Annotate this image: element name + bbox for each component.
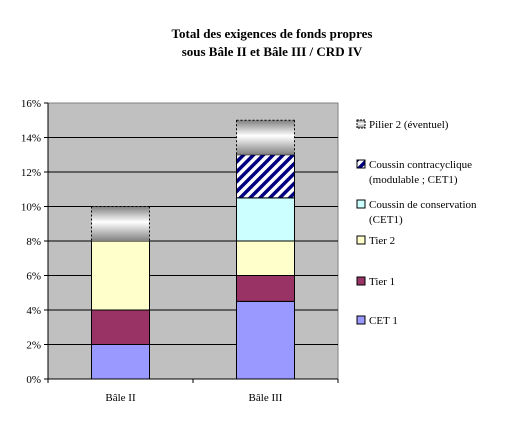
bar-segment xyxy=(91,309,150,345)
legend-label: CET 1 xyxy=(369,315,398,327)
legend-swatch xyxy=(356,159,366,169)
chart-subtitle: sous Bâle II et Bâle III / CRD IV xyxy=(182,44,363,59)
y-tick-label: 14% xyxy=(21,133,41,145)
legend-label: Pilier 2 (éventuel) xyxy=(369,119,449,131)
y-tick-label: 8% xyxy=(26,236,41,248)
y-tick-label: 12% xyxy=(21,167,41,179)
bar-segment xyxy=(236,197,295,242)
y-tick-label: 4% xyxy=(26,305,41,317)
legend-label: Tier 2 xyxy=(369,235,395,247)
legend-swatch xyxy=(356,276,366,286)
x-tick-label: Bâle III xyxy=(249,392,283,404)
legend-label: Coussin de conservation xyxy=(369,199,477,211)
legend-label: (modulable ; CET1) xyxy=(369,174,458,186)
bar-segment xyxy=(236,240,295,276)
bar-segment xyxy=(91,344,150,380)
legend-swatch xyxy=(356,119,366,129)
x-axis-labels: Bâle II Bâle III xyxy=(47,379,339,404)
legend-label: Coussin contracyclique xyxy=(369,159,472,171)
x-tick-label: Bâle II xyxy=(105,392,136,404)
y-tick-label: 10% xyxy=(21,202,41,214)
bar-segment xyxy=(91,240,150,311)
bar-segment xyxy=(91,206,150,241)
legend-swatch xyxy=(356,235,366,245)
y-tick-label: 16% xyxy=(21,98,41,110)
legend: Pilier 2 (éventuel) Coussin contracycliqu… xyxy=(356,119,477,327)
legend-label: Tier 1 xyxy=(369,276,395,288)
chart-title: Total des exigences de fonds propres xyxy=(172,26,373,41)
bar-segment xyxy=(236,275,295,302)
legend-label: (CET1) xyxy=(369,214,403,226)
legend-swatch xyxy=(356,315,366,325)
y-tick-label: 2% xyxy=(26,340,41,352)
bar-segment xyxy=(236,300,295,380)
bar-segment xyxy=(236,154,295,199)
legend-swatch xyxy=(356,199,366,209)
bars xyxy=(91,119,295,380)
bar-segment xyxy=(236,120,295,155)
y-tick-label: 6% xyxy=(26,271,41,283)
y-tick-label: 0% xyxy=(26,374,41,386)
